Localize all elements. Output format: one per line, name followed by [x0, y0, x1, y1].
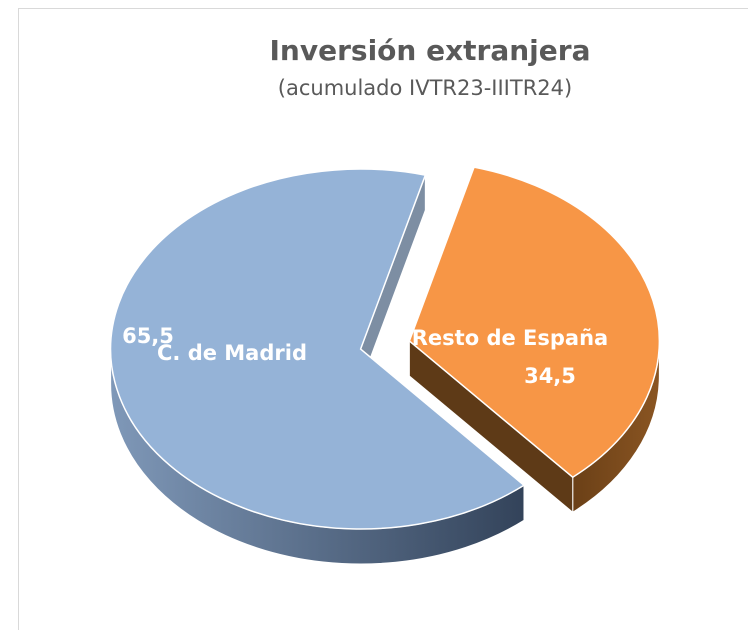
category-label: C. de Madrid — [157, 341, 307, 365]
slice — [408, 166, 661, 479]
value-label: 34,5 — [524, 364, 576, 388]
category-label: Resto de España — [412, 326, 608, 350]
value-label: 65,5 — [122, 324, 174, 348]
chart-frame — [18, 8, 748, 630]
pie — [109, 166, 661, 565]
chart-subtitle: (acumulado IVTR23-IIITR24) — [278, 76, 572, 100]
chart-title: Inversión extranjera — [270, 34, 591, 67]
slice — [109, 168, 526, 530]
